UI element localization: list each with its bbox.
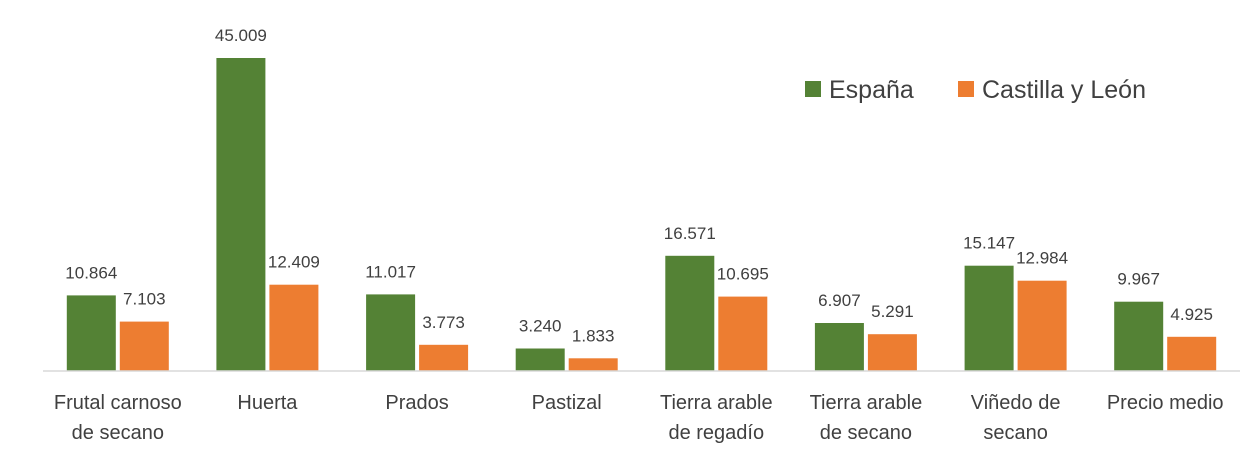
data-label-espana-1: 45.009	[215, 26, 267, 45]
data-label-castilla-y-leon-6: 12.984	[1016, 249, 1068, 268]
data-label-espana-6: 15.147	[963, 234, 1015, 253]
category-label-0: Frutal carnoso de secano	[54, 392, 182, 444]
bar-castilla-y-leon-4	[718, 296, 768, 371]
category-label-line: de regadío	[668, 422, 764, 444]
data-label-castilla-y-leon-4: 10.695	[717, 265, 769, 284]
bar-espana-5	[814, 323, 864, 371]
category-label-2: Prados	[385, 392, 448, 414]
category-label-line: Tierra arable	[660, 392, 773, 414]
legend: España Castilla y León	[805, 76, 1146, 104]
data-label-castilla-y-leon-7: 4.925	[1170, 305, 1213, 324]
bar-castilla-y-leon-5	[867, 334, 917, 371]
bar-espana-7	[1114, 301, 1164, 371]
category-label-1: Huerta	[237, 392, 298, 414]
category-label-line: Frutal carnoso	[54, 392, 182, 414]
bar-castilla-y-leon-6	[1017, 280, 1067, 371]
bars-group	[66, 58, 1217, 371]
data-label-castilla-y-leon-0: 7.103	[123, 290, 166, 309]
data-label-castilla-y-leon-2: 3.773	[422, 313, 465, 332]
legend-swatch-castilla-y-leon	[958, 81, 974, 97]
category-label-line: secano	[983, 422, 1048, 444]
category-label-7: Precio medio	[1107, 392, 1224, 414]
bar-espana-0	[66, 295, 116, 371]
category-label-line: Tierra arable	[810, 392, 923, 414]
bar-espana-4	[665, 255, 715, 371]
category-label-line: de secano	[72, 422, 164, 444]
data-label-espana-0: 10.864	[65, 263, 117, 282]
bar-castilla-y-leon-0	[119, 321, 169, 371]
category-label-line: Viñedo de	[971, 392, 1061, 414]
data-label-castilla-y-leon-5: 5.291	[871, 302, 914, 321]
category-labels-group: Frutal carnoso de secano Huerta Prados Pasti…	[54, 392, 1224, 444]
bar-espana-2	[366, 294, 416, 371]
category-label-6: Viñedo de secano	[971, 392, 1061, 444]
data-label-espana-4: 16.571	[664, 224, 716, 243]
category-label-line: Prados	[385, 392, 448, 414]
legend-label-espana: España	[829, 76, 914, 104]
bar-castilla-y-leon-1	[269, 284, 319, 371]
legend-swatch-espana	[805, 81, 821, 97]
legend-label-castilla-y-leon: Castilla y León	[982, 76, 1146, 104]
category-label-4: Tierra arable de regadío	[660, 392, 773, 444]
category-label-line: Precio medio	[1107, 392, 1224, 414]
data-label-espana-7: 9.967	[1117, 270, 1160, 289]
data-label-espana-3: 3.240	[519, 317, 562, 336]
data-label-castilla-y-leon-3: 1.833	[572, 326, 615, 345]
bar-castilla-y-leon-3	[568, 358, 618, 371]
category-label-line: Huerta	[237, 392, 298, 414]
bar-castilla-y-leon-7	[1167, 336, 1217, 371]
category-label-5: Tierra arable de secano	[810, 392, 923, 444]
bar-espana-6	[964, 265, 1014, 371]
value-labels-group: 10.864 7.103 45.009 12.409 11.017 3.773 3.240 1…	[65, 26, 1213, 345]
category-label-line: de secano	[820, 422, 912, 444]
data-label-castilla-y-leon-1: 12.409	[268, 253, 320, 272]
data-label-espana-5: 6.907	[818, 291, 861, 310]
category-label-3: Pastizal	[532, 392, 602, 414]
category-label-line: Pastizal	[532, 392, 602, 414]
bar-espana-3	[515, 348, 565, 371]
data-label-espana-2: 11.017	[365, 262, 416, 281]
bar-espana-1	[216, 58, 266, 371]
bar-castilla-y-leon-2	[419, 344, 469, 371]
